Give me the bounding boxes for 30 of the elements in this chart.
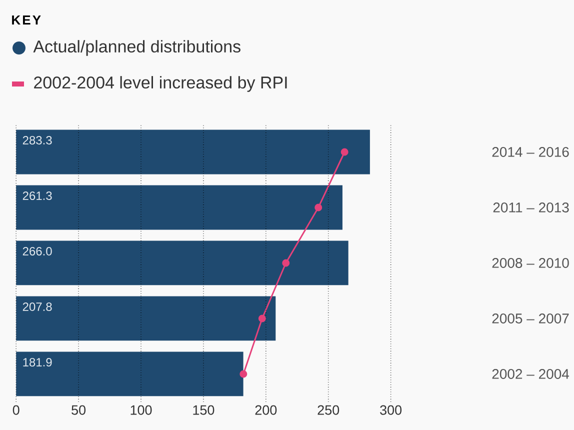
data-label: 266.0	[22, 246, 52, 256]
y-tick-label: 2014 – 2016	[492, 147, 569, 157]
data-label: 283.3	[22, 136, 52, 144]
x-tick-label: 0	[12, 405, 20, 415]
y-tick-label: 2002 – 2004	[492, 369, 570, 379]
x-tick-label: 50	[72, 405, 86, 415]
bar	[16, 296, 276, 341]
point	[314, 204, 322, 212]
y-tick-label: 2005 – 2007	[492, 314, 569, 324]
x-tick-label: 300	[380, 405, 402, 415]
legend-label: Actual/planned distributions	[33, 40, 240, 56]
bar	[16, 240, 348, 286]
point	[258, 314, 266, 322]
x-tick-label: 150	[193, 405, 214, 415]
bar	[16, 130, 370, 174]
x-tick-label: 200	[255, 405, 277, 415]
legend-label: 2002-2004 level increased by RPI	[34, 76, 287, 92]
data-label: 261.3	[22, 191, 52, 200]
point	[240, 370, 248, 378]
y-tick-label: 2008 – 2010	[492, 258, 569, 268]
data-label: 181.9	[23, 358, 52, 366]
legend-title: KEY	[12, 16, 41, 24]
x-tick-label: 250	[318, 405, 340, 415]
y-tick-label: 2011 – 2013	[493, 202, 569, 212]
bar	[16, 352, 244, 396]
bar	[16, 185, 342, 230]
data-label: 207.8	[22, 302, 52, 311]
point	[282, 259, 290, 267]
x-tick-label: 100	[130, 405, 152, 415]
point	[340, 148, 348, 156]
